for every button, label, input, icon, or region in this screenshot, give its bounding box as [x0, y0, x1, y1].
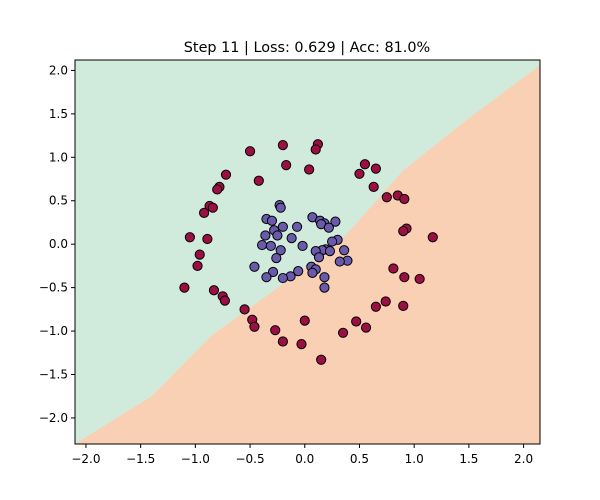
data-point-class-0 — [399, 272, 410, 283]
data-point-class-1 — [272, 230, 283, 241]
data-point-class-0 — [381, 192, 392, 203]
plot-frame — [74, 59, 541, 445]
data-point-class-0 — [184, 232, 195, 243]
data-point-class-0 — [316, 354, 327, 365]
data-point-class-1 — [334, 256, 345, 267]
data-point-class-1 — [260, 230, 271, 241]
data-point-class-0 — [360, 322, 372, 333]
data-point-class-1 — [286, 232, 297, 244]
data-point-class-0 — [199, 207, 210, 219]
data-point-class-0 — [299, 315, 310, 326]
data-point-class-1 — [330, 216, 341, 227]
data-point-class-0 — [310, 144, 321, 155]
data-point-class-0 — [277, 336, 288, 347]
x-tick-label: 2.0 — [514, 452, 533, 466]
data-point-class-0 — [370, 163, 381, 174]
data-point-class-1 — [319, 272, 330, 283]
data-point-class-0 — [370, 301, 381, 312]
y-tick-label: 1.0 — [49, 150, 68, 164]
data-point-class-0 — [270, 325, 281, 336]
data-point-class-1 — [277, 221, 288, 232]
data-point-class-0 — [337, 327, 349, 338]
data-point-class-1 — [319, 282, 330, 293]
x-tick-label: −2.0 — [71, 452, 100, 466]
data-point-class-1 — [265, 240, 276, 252]
data-point-class-1 — [267, 266, 279, 278]
data-point-class-0 — [304, 164, 315, 175]
data-point-class-0 — [220, 169, 232, 180]
data-point-class-0 — [398, 226, 409, 237]
data-point-class-0 — [380, 296, 391, 307]
x-tick-label: −0.5 — [235, 452, 264, 466]
data-point-class-0 — [427, 232, 438, 243]
data-point-class-1 — [275, 245, 286, 256]
region-upper — [75, 60, 540, 444]
data-point-class-1 — [327, 236, 338, 247]
chart-title: Step 11 | Loss: 0.629 | Acc: 81.0% — [184, 40, 430, 56]
y-tick-label: 2.0 — [49, 63, 68, 77]
x-tick-label: 0.0 — [295, 452, 314, 466]
data-point-class-0 — [208, 285, 220, 296]
data-point-class-0 — [281, 160, 292, 171]
data-point-class-1 — [256, 239, 268, 251]
data-point-class-0 — [368, 181, 379, 192]
data-point-class-1 — [323, 222, 334, 233]
x-tick-label: 1.0 — [405, 452, 424, 466]
data-point-class-0 — [249, 321, 260, 332]
data-point-class-1 — [275, 202, 286, 213]
data-point-class-0 — [277, 140, 288, 151]
y-axis: 2.0 1.5 1.0 0.5 0.0 −0.5 −1.0 −1.5 −2.0 — [39, 63, 75, 425]
data-point-class-0 — [388, 263, 399, 274]
data-point-class-0 — [207, 202, 218, 213]
data-point-class-0 — [296, 338, 307, 350]
x-tick-label: −1.0 — [181, 452, 210, 466]
plot-area — [74, 59, 541, 445]
data-point-class-1 — [266, 215, 278, 226]
data-point-class-0 — [399, 193, 410, 205]
data-point-class-1 — [293, 266, 304, 277]
data-point-class-0 — [194, 249, 205, 260]
y-tick-label: 0.5 — [49, 194, 68, 208]
data-point-class-0 — [359, 159, 371, 170]
y-tick-label: 1.5 — [49, 107, 68, 121]
data-point-class-0 — [398, 300, 409, 311]
y-tick-label: −1.0 — [39, 324, 68, 338]
data-point-class-1 — [261, 272, 272, 283]
data-point-class-1 — [339, 245, 350, 256]
data-point-class-0 — [253, 175, 264, 186]
data-point-class-1 — [313, 252, 325, 263]
data-point-class-0 — [179, 282, 190, 293]
y-tick-label: 0.0 — [49, 237, 68, 251]
x-axis: −2.0 −1.5 −1.0 −0.5 0.0 0.5 1.0 1.5 2.0 — [71, 444, 533, 466]
data-points — [179, 139, 438, 365]
data-point-class-0 — [354, 168, 365, 179]
data-point-class-1 — [249, 261, 260, 272]
x-tick-label: −1.5 — [126, 452, 155, 466]
data-point-class-0 — [244, 146, 256, 157]
data-point-class-0 — [414, 273, 425, 285]
data-point-class-0 — [212, 184, 223, 195]
data-point-class-1 — [297, 240, 308, 252]
y-tick-label: −0.5 — [39, 281, 68, 295]
data-point-class-1 — [307, 267, 318, 278]
y-tick-label: −1.5 — [39, 367, 68, 381]
decision-regions — [75, 60, 540, 444]
y-tick-label: −2.0 — [39, 411, 68, 425]
x-tick-label: 0.5 — [350, 452, 369, 466]
data-point-class-1 — [271, 252, 282, 264]
data-point-class-0 — [192, 260, 203, 272]
region-lower — [75, 65, 540, 444]
data-point-class-0 — [239, 304, 250, 315]
data-point-class-0 — [202, 233, 213, 245]
data-point-class-1 — [324, 246, 336, 257]
x-tick-label: 1.5 — [459, 452, 478, 466]
data-point-class-0 — [219, 295, 230, 306]
data-point-class-0 — [351, 316, 362, 327]
data-point-class-1 — [277, 272, 288, 284]
data-point-class-1 — [292, 221, 303, 232]
